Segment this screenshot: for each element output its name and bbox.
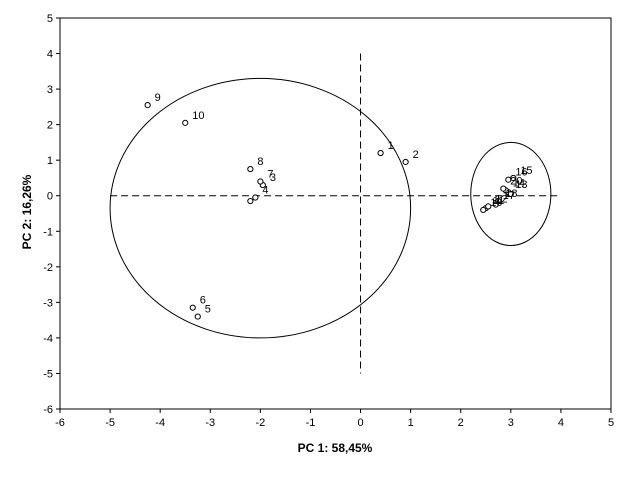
data-point-2 bbox=[402, 158, 409, 166]
point-label-13: 13 bbox=[515, 179, 527, 191]
x-tick-label: -6 bbox=[55, 417, 65, 429]
data-point-1 bbox=[377, 149, 384, 157]
y-axis-title: PC 2: 16,26% bbox=[20, 174, 34, 249]
data-point-19 bbox=[480, 206, 487, 214]
data-point-8 bbox=[247, 165, 254, 173]
point-label-20: 20 bbox=[510, 176, 522, 188]
point-label-8: 8 bbox=[257, 156, 263, 168]
point-label-4: 4 bbox=[262, 185, 268, 197]
data-point bbox=[507, 190, 514, 198]
point-label-15: 15 bbox=[520, 165, 532, 177]
point-label-14: 14 bbox=[513, 177, 525, 189]
cluster-ellipse-2 bbox=[470, 141, 552, 246]
x-tick-label: 3 bbox=[508, 417, 514, 429]
point-label-2: 2 bbox=[413, 149, 419, 161]
x-axis-title: PC 1: 58,45% bbox=[298, 441, 373, 455]
point-label-18: 18 bbox=[505, 188, 517, 200]
y-tick-label: 3 bbox=[47, 84, 53, 96]
point-label-17: 17 bbox=[503, 190, 515, 202]
point-label-6: 6 bbox=[200, 295, 206, 307]
x-tick-label: -5 bbox=[105, 417, 115, 429]
y-tick-label: -5 bbox=[43, 368, 53, 380]
x-tick-label: -1 bbox=[306, 417, 316, 429]
y-tick-label: -3 bbox=[43, 297, 53, 309]
data-point bbox=[247, 197, 254, 205]
y-tick-label: 1 bbox=[47, 155, 53, 167]
cluster-ellipse-1 bbox=[109, 77, 412, 339]
y-tick-label: 4 bbox=[47, 49, 53, 61]
data-point bbox=[492, 201, 499, 208]
y-tick-label: 5 bbox=[47, 13, 53, 25]
data-point-10 bbox=[182, 119, 189, 126]
x-tick-label: -2 bbox=[255, 417, 265, 429]
point-label-9: 9 bbox=[155, 92, 161, 104]
point-label-5: 5 bbox=[205, 304, 211, 316]
x-tick-label: 2 bbox=[458, 417, 464, 429]
x-tick-label: 4 bbox=[558, 417, 564, 429]
x-tick-label: 5 bbox=[608, 417, 614, 429]
data-point-20 bbox=[500, 185, 507, 192]
point-label-19: 19 bbox=[490, 197, 502, 209]
y-tick-label: -4 bbox=[43, 333, 53, 345]
x-tick-label: 0 bbox=[357, 417, 363, 429]
y-tick-label: 2 bbox=[47, 120, 53, 132]
x-tick-label: -4 bbox=[155, 417, 165, 429]
point-label-16: 16 bbox=[515, 167, 527, 179]
plot-area-frame bbox=[59, 17, 612, 410]
point-label-11: 11 bbox=[493, 195, 504, 207]
point-label-10: 10 bbox=[192, 110, 204, 122]
data-point-16 bbox=[505, 176, 512, 183]
data-point-4 bbox=[252, 194, 259, 201]
x-tick-label: 1 bbox=[408, 417, 414, 429]
data-point-9 bbox=[144, 101, 151, 109]
point-label-3: 3 bbox=[270, 172, 276, 184]
point-label-12: 12 bbox=[495, 193, 507, 205]
data-point-5 bbox=[194, 313, 201, 320]
data-point-7 bbox=[257, 178, 264, 185]
data-point-6 bbox=[189, 304, 196, 311]
y-tick-label: -6 bbox=[43, 404, 53, 416]
data-point-12 bbox=[485, 203, 492, 210]
point-label-7: 7 bbox=[267, 169, 273, 181]
y-tick-label: -2 bbox=[43, 262, 53, 274]
y-tick-label: -1 bbox=[43, 226, 53, 238]
point-label-1: 1 bbox=[388, 140, 394, 152]
y-tick-label: 0 bbox=[47, 191, 53, 203]
x-tick-label: -3 bbox=[205, 417, 215, 429]
